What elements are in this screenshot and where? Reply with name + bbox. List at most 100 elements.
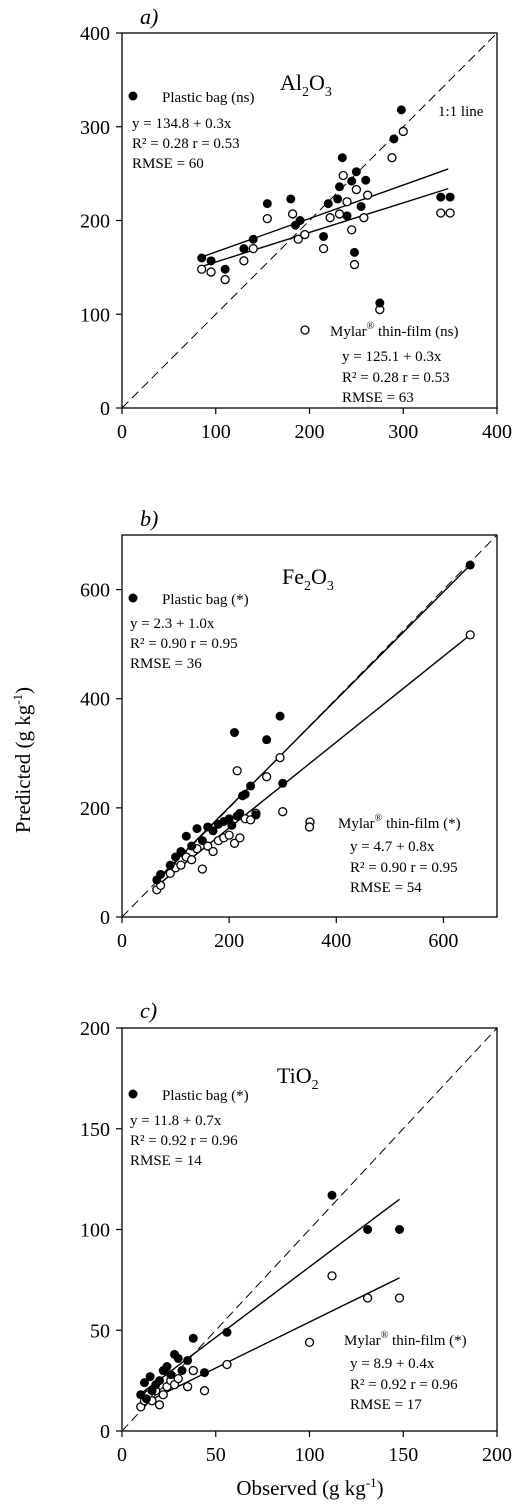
panel-c-x-tick-label: 0 xyxy=(117,1444,127,1466)
panel-b-mylar-point xyxy=(176,860,186,870)
panel-c-x-tick-label: 100 xyxy=(295,1444,325,1466)
panel-c-mylar-regression-line xyxy=(140,1277,400,1406)
panel-a-mylar-point xyxy=(300,229,310,240)
panel-b-plastic-bag-point xyxy=(227,820,237,830)
panel-b-plastic-bag-point xyxy=(197,836,207,846)
one-to-one-label: 1:1 line xyxy=(438,104,484,120)
panel-b-mylar-point xyxy=(197,864,208,874)
panel-b-mylar-point xyxy=(208,846,218,857)
panel-b-plastic-bag-point xyxy=(230,728,239,738)
mylar-equation: y = 4.7 + 0.8x xyxy=(350,839,435,855)
panel-c-plastic-bag-point xyxy=(140,1378,149,1388)
panel-b-mylar-point xyxy=(465,630,475,640)
panel-a-mylar-point xyxy=(325,213,335,223)
panel-b-plastic-bag-regression-line xyxy=(156,564,471,881)
mylar-rmse: RMSE = 54 xyxy=(350,880,422,896)
plastic-bag-r2: R² = 0.28 r = 0.53 xyxy=(132,136,240,152)
panel-c-title: TiO2 xyxy=(277,1063,319,1093)
plastic-bag-r2: R² = 0.92 r = 0.96 xyxy=(130,1133,238,1149)
panel-b-plastic-bag-point xyxy=(156,869,166,879)
plastic-bag-r2: R² = 0.90 r = 0.95 xyxy=(130,636,238,652)
panel-a-plastic-bag-point xyxy=(337,153,347,163)
plastic-bag-equation: y = 11.8 + 0.7x xyxy=(130,1113,222,1129)
panel-b-y-tick-label: 200 xyxy=(80,798,110,820)
panel-a-plastic-bag-point xyxy=(436,192,446,202)
panel-b-plastic-bag-point xyxy=(251,810,261,820)
plastic-bag-rmse: RMSE = 60 xyxy=(132,156,204,172)
panel-a-plastic-bag-point xyxy=(220,264,230,274)
panel-a-y-tick-label: 100 xyxy=(80,304,110,326)
panel-b-mylar-point xyxy=(278,807,288,817)
panel-b-x-tick-label: 400 xyxy=(321,930,351,952)
panel-a-mylar-point xyxy=(318,243,329,254)
legend-mylar-label: Mylar® thin-film (ns) xyxy=(330,321,458,340)
panel-a-plastic-bag-point xyxy=(351,167,361,177)
panel-c: c) TiO2 Plastic bag (*) y = 11.8 + 0.7x … xyxy=(80,998,512,1466)
panel-a-mylar-point xyxy=(334,209,345,219)
panel-a-plastic-bag-point xyxy=(319,231,329,241)
panel-b-plastic-bag-point xyxy=(465,560,475,570)
panel-b-plastic-bag-point xyxy=(192,824,202,834)
panel-b-x-tick-label: 600 xyxy=(428,930,458,952)
panel-a-plastic-bag-regression-line xyxy=(198,168,449,259)
panel-a-plastic-bag-point xyxy=(197,253,207,263)
panel-a-mylar-point xyxy=(206,267,216,277)
panel-a-plastic-bag-point xyxy=(356,201,366,211)
panel-a-plastic-bag-point xyxy=(361,175,371,185)
panel-c-plastic-bag-point xyxy=(188,1333,198,1343)
mylar-rmse: RMSE = 63 xyxy=(342,390,414,406)
panel-c-y-tick-label: 100 xyxy=(80,1220,110,1242)
panel-a-mylar-point xyxy=(351,184,362,195)
panel-a-plastic-bag-point xyxy=(262,199,272,209)
plastic-bag-equation: y = 134.8 + 0.3x xyxy=(132,116,232,132)
panel-a-mylar-point xyxy=(398,126,408,137)
panel-c-plastic-bag-point xyxy=(363,1225,373,1234)
panel-c-plastic-bag-point xyxy=(166,1370,176,1380)
panel-c-x-tick-label: 150 xyxy=(388,1444,418,1466)
panel-c-y-tick-label: 50 xyxy=(90,1320,110,1342)
panel-a-plastic-bag-point xyxy=(333,194,343,204)
panel-c-plastic-bag-point xyxy=(183,1355,193,1365)
panel-c-y-tick-label: 200 xyxy=(80,1018,110,1040)
legend-plastic-bag-label: Plastic bag (ns) xyxy=(162,90,254,106)
panel-a-x-tick-label: 400 xyxy=(482,421,512,443)
panel-c-mylar-point xyxy=(154,1400,165,1410)
panel-b-frame xyxy=(121,534,498,918)
panel-c-plastic-bag-point xyxy=(222,1327,232,1337)
panel-c-plastic-bag-point xyxy=(141,1394,151,1404)
panel-a-mylar-point xyxy=(197,264,207,274)
panel-a-one-to-one-line xyxy=(121,32,498,409)
panel-c-plastic-bag-point xyxy=(200,1368,209,1378)
panel-a-mylar-point xyxy=(293,234,303,244)
panel-a-mylar-point xyxy=(342,197,352,207)
panel-b-plastic-bag-point xyxy=(262,735,272,745)
panel-b-title: Fe2O3 xyxy=(282,564,334,594)
mylar-r2: R² = 0.92 r = 0.96 xyxy=(350,1377,458,1393)
panel-b-mylar-point xyxy=(203,841,213,851)
panel-b-y-tick-label: 400 xyxy=(80,689,110,711)
panel-a: a) Al2O3 1:1 line Plastic bag (ns) y = 1… xyxy=(80,4,512,443)
panel-a-plastic-bag-point xyxy=(295,216,305,225)
panel-b-plastic-bag-point xyxy=(235,808,245,818)
mylar-equation: y = 8.9 + 0.4x xyxy=(350,1356,435,1372)
panel-b-letter: b) xyxy=(140,506,158,531)
panel-c-mylar-point xyxy=(222,1359,232,1370)
panel-a-plastic-bag-point xyxy=(248,234,258,244)
x-axis-title: Observed (g kg-1) xyxy=(236,1475,383,1500)
panel-a-title: Al2O3 xyxy=(280,70,332,100)
legend-plastic-bag-marker xyxy=(128,1089,138,1099)
panel-a-x-tick-label: 300 xyxy=(388,421,418,443)
panel-c-y-tick-label: 150 xyxy=(80,1119,110,1141)
legend-plastic-bag-marker xyxy=(128,91,138,101)
panel-a-mylar-point xyxy=(262,213,272,224)
panel-a-plastic-bag-point xyxy=(335,182,344,192)
mylar-rmse: RMSE = 17 xyxy=(350,1397,422,1413)
panel-b-mylar-point xyxy=(275,753,285,763)
panel-c-letter: c) xyxy=(140,998,157,1023)
panel-b-mylar-point xyxy=(304,822,315,832)
panel-a-mylar-point xyxy=(436,208,446,218)
plastic-bag-equation: y = 2.3 + 1.0x xyxy=(130,616,215,632)
plastic-bag-rmse: RMSE = 36 xyxy=(130,656,202,672)
mylar-equation: y = 125.1 + 0.3x xyxy=(342,349,442,365)
